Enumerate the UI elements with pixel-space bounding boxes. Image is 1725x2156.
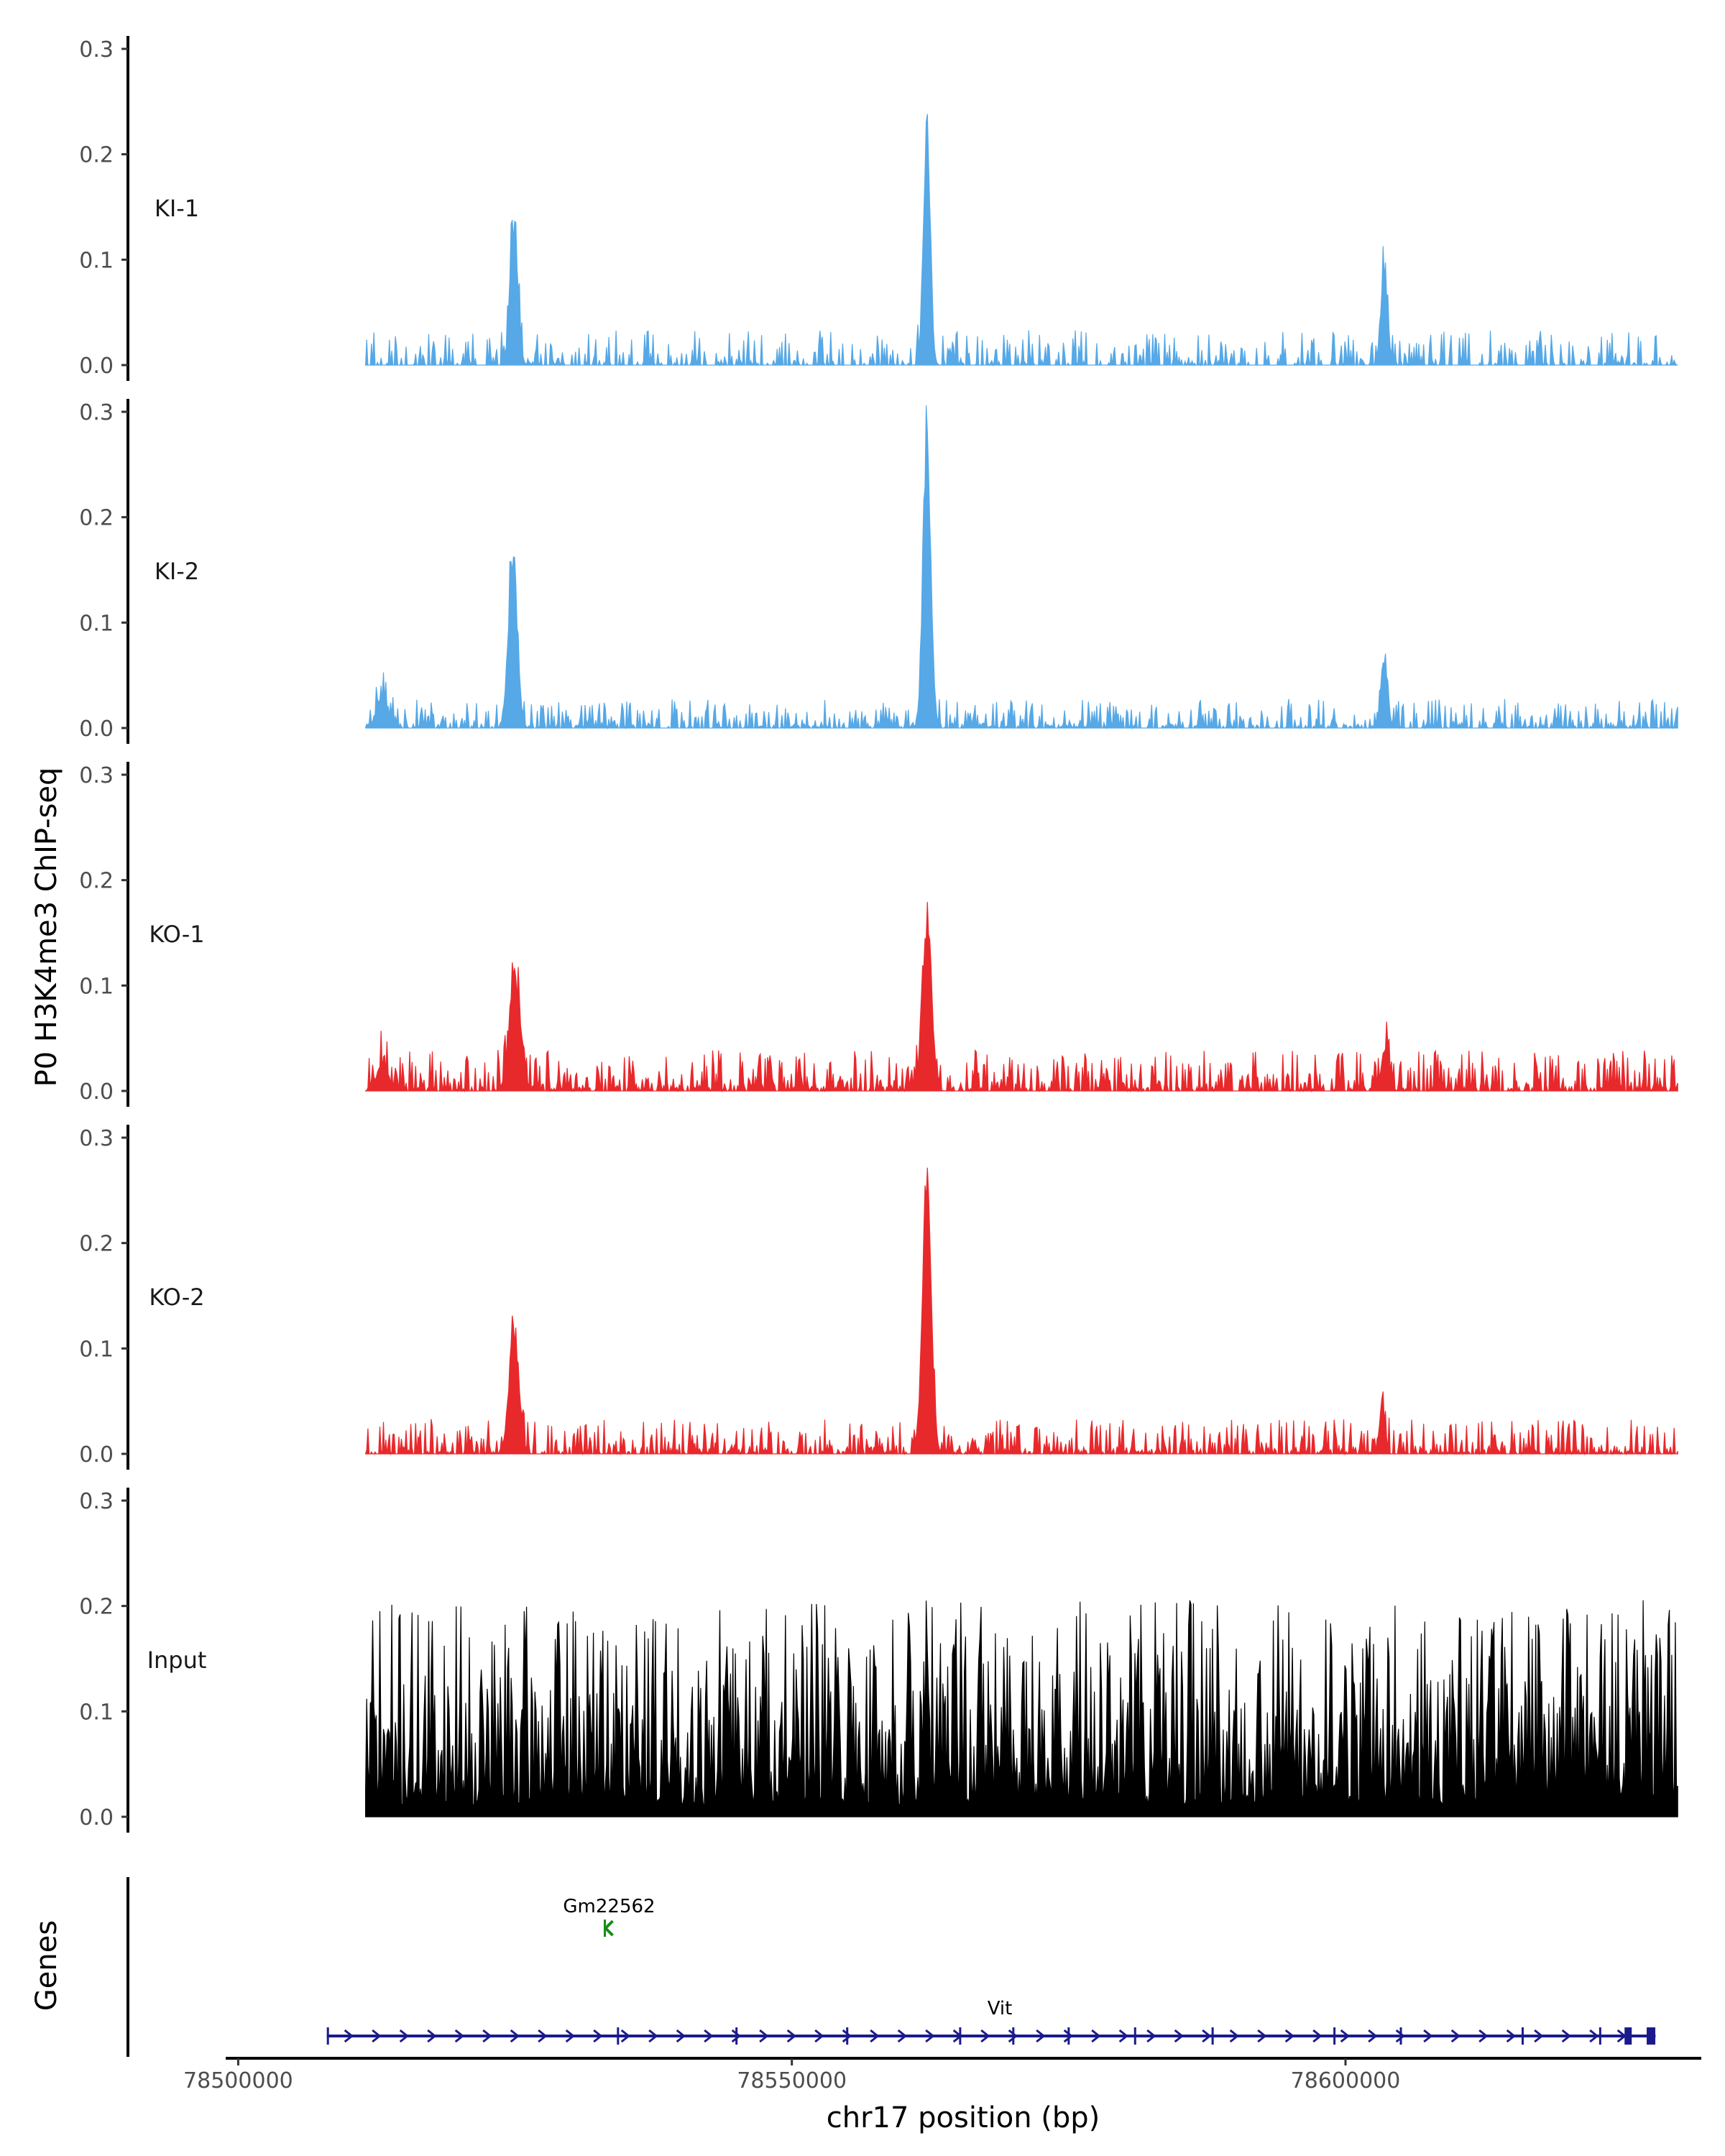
strand-arrow bbox=[1423, 2029, 1433, 2043]
strand-arrow bbox=[731, 2029, 742, 2043]
x-axis: 78500000 78550000 78600000 bbox=[183, 2057, 1701, 2093]
strand-arrow bbox=[565, 2029, 576, 2043]
y-tick-label: 0.2 bbox=[79, 143, 114, 168]
y-tick-label: 0.0 bbox=[79, 1079, 114, 1105]
gene-gm22562: Gm22562 bbox=[563, 1896, 656, 1937]
y-tick-label: 0.1 bbox=[79, 248, 114, 273]
y-tick-label: 0.3 bbox=[79, 763, 114, 788]
y-tick-label: 0.0 bbox=[79, 1442, 114, 1468]
track-label: KI-2 bbox=[155, 558, 199, 585]
strand-arrow bbox=[372, 2029, 382, 2043]
strand-arrow bbox=[1534, 2029, 1544, 2043]
strand-arrow bbox=[620, 2029, 631, 2043]
gene-vit: Vit bbox=[326, 1998, 1656, 2045]
y-tick-label: 0.1 bbox=[79, 1337, 114, 1362]
y-tick-label: 0.3 bbox=[79, 37, 114, 63]
strand-arrow bbox=[1063, 2029, 1074, 2043]
strand-arrow bbox=[676, 2029, 686, 2043]
strand-arrow bbox=[1257, 2029, 1267, 2043]
track-input: 0.0 0.1 0.2 0.3 Input bbox=[79, 1488, 1678, 1833]
strand-arrow bbox=[1036, 2029, 1046, 2043]
strand-arrow bbox=[603, 1920, 614, 1937]
strand-arrow bbox=[980, 2029, 990, 2043]
strand-arrow bbox=[786, 2029, 797, 2043]
genes-panel: Gm22562 Vit bbox=[126, 1877, 1656, 2057]
exon bbox=[1647, 2027, 1656, 2045]
y-tick-label: 0.3 bbox=[79, 400, 114, 425]
strand-arrow bbox=[1174, 2029, 1184, 2043]
track-ko-1: 0.0 0.1 0.2 0.3 KO-1 bbox=[79, 762, 1678, 1107]
track-label: Input bbox=[147, 1646, 207, 1674]
x-tick-label: 78500000 bbox=[183, 2068, 293, 2093]
strand-arrow bbox=[538, 2029, 548, 2043]
y-axis-title: P0 H3K4me3 ChIP-seq bbox=[30, 768, 63, 1087]
strand-arrow bbox=[1478, 2029, 1489, 2043]
track-label: KO-2 bbox=[149, 1284, 204, 1311]
strand-arrow bbox=[759, 2029, 769, 2043]
signal-area-input bbox=[365, 1600, 1678, 1818]
strand-arrow bbox=[593, 2029, 603, 2043]
strand-arrow bbox=[842, 2029, 852, 2043]
track-ki-2: 0.0 0.1 0.2 0.3 KI-2 bbox=[79, 399, 1678, 744]
gene-label: Gm22562 bbox=[563, 1896, 655, 1917]
strand-arrow bbox=[482, 2029, 492, 2043]
tracks-layer: 0.00.10.20.3KI-10.00.10.20.3KI-20.00.10.… bbox=[79, 36, 1678, 1833]
strand-arrow bbox=[897, 2029, 908, 2043]
signal-area-ko-2 bbox=[364, 1167, 1678, 1456]
y-tick-label: 0.2 bbox=[79, 1595, 114, 1620]
strand-arrow bbox=[1229, 2029, 1240, 2043]
strand-arrow bbox=[1589, 2029, 1599, 2043]
y-tick-label: 0.1 bbox=[79, 611, 114, 636]
y-tick-label: 0.3 bbox=[79, 1126, 114, 1151]
strand-arrow bbox=[1202, 2029, 1212, 2043]
strand-arrow bbox=[1506, 2029, 1517, 2043]
exon bbox=[1624, 2027, 1632, 2045]
strand-arrow bbox=[925, 2029, 935, 2043]
strand-arrow bbox=[648, 2029, 658, 2043]
track-ki-1: 0.0 0.1 0.2 0.3 KI-1 bbox=[79, 36, 1678, 381]
signal-area-ko-1 bbox=[365, 902, 1678, 1093]
y-tick-label: 0.0 bbox=[79, 1805, 114, 1830]
track-label: KI-1 bbox=[155, 195, 199, 222]
strand-arrow bbox=[704, 2029, 714, 2043]
track-ko-2: 0.0 0.1 0.2 0.3 KO-2 bbox=[79, 1125, 1678, 1470]
strand-arrow bbox=[814, 2029, 824, 2043]
y-tick-label: 0.2 bbox=[79, 1232, 114, 1257]
strand-arrow bbox=[1146, 2029, 1156, 2043]
strand-arrow bbox=[1340, 2029, 1351, 2043]
signal-area-ki-2 bbox=[365, 405, 1678, 730]
strand-arrow bbox=[454, 2029, 465, 2043]
signal-area-ki-1 bbox=[364, 114, 1678, 367]
x-axis-title: chr17 position (bp) bbox=[827, 2101, 1100, 2134]
x-tick-label: 78550000 bbox=[737, 2068, 847, 2093]
strand-arrow bbox=[1008, 2029, 1018, 2043]
x-tick-label: 78600000 bbox=[1291, 2068, 1401, 2093]
strand-arrow bbox=[510, 2029, 520, 2043]
y-tick-label: 0.1 bbox=[79, 974, 114, 999]
strand-arrow bbox=[1368, 2029, 1378, 2043]
strand-arrow bbox=[1450, 2029, 1461, 2043]
y-tick-label: 0.2 bbox=[79, 506, 114, 531]
y-tick-label: 0.1 bbox=[79, 1700, 114, 1725]
y-tick-label: 0.3 bbox=[79, 1489, 114, 1514]
genes-axis-title: Genes bbox=[30, 1920, 63, 2011]
strand-arrow bbox=[344, 2029, 354, 2043]
strand-arrow bbox=[1091, 2029, 1101, 2043]
gene-label: Vit bbox=[988, 1998, 1013, 2019]
y-tick-label: 0.2 bbox=[79, 869, 114, 894]
strand-arrow bbox=[427, 2029, 437, 2043]
y-tick-label: 0.0 bbox=[79, 354, 114, 379]
strand-arrow bbox=[1395, 2029, 1406, 2043]
strand-arrow bbox=[1561, 2029, 1572, 2043]
track-label: KO-1 bbox=[149, 921, 204, 948]
strand-arrow bbox=[399, 2029, 410, 2043]
strand-arrow bbox=[1312, 2029, 1322, 2043]
y-tick-label: 0.0 bbox=[79, 717, 114, 742]
strand-arrow bbox=[1118, 2029, 1129, 2043]
strand-arrow bbox=[870, 2029, 880, 2043]
strand-arrow bbox=[1284, 2029, 1295, 2043]
